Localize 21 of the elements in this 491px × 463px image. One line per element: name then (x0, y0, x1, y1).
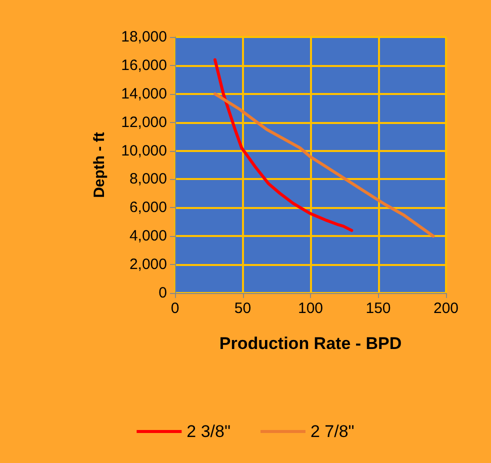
y-tick-label: 0 (158, 284, 167, 302)
line-series (213, 58, 354, 232)
y-tick-label: 16,000 (121, 56, 167, 74)
legend-label: 2 7/8" (310, 422, 354, 441)
x-tick-label: 200 (433, 300, 459, 317)
x-tick-label: 50 (234, 300, 252, 317)
y-tick-label: 6,000 (129, 199, 167, 216)
y-axis-title: Depth - ft (91, 132, 108, 198)
y-tick-label: 4,000 (129, 228, 167, 245)
line-series (213, 92, 435, 238)
legend-label: 2 3/8" (186, 422, 231, 441)
y-tick-label: 14,000 (121, 85, 167, 102)
y-tick-label: 2,000 (129, 256, 167, 274)
x-tick-label: 100 (298, 300, 324, 317)
y-tick-label: 8,000 (129, 170, 167, 188)
y-tick-label: 10,000 (121, 142, 167, 160)
x-tick-label: 150 (366, 300, 391, 317)
y-tick-label: 12,000 (121, 114, 167, 131)
y-tick-label: 18,000 (121, 28, 167, 46)
x-axis-title: Production Rate - BPD (219, 334, 402, 353)
x-tick-label: 0 (170, 300, 180, 317)
